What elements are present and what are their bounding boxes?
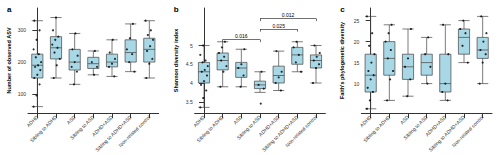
svg-text:Faith's phylogenetic diversity: Faith's phylogenetic diversity bbox=[339, 21, 345, 99]
svg-text:15: 15 bbox=[354, 60, 360, 66]
svg-text:3.5: 3.5 bbox=[186, 99, 193, 105]
svg-text:Non-related control: Non-related control bbox=[451, 114, 485, 148]
svg-text:b: b bbox=[174, 5, 179, 14]
svg-text:200: 200 bbox=[18, 59, 27, 65]
svg-text:4: 4 bbox=[190, 80, 193, 86]
svg-text:ADHD: ADHD bbox=[359, 114, 374, 129]
svg-text:Sibling to ADHD+ASD: Sibling to ADHD+ASD bbox=[94, 113, 133, 153]
svg-text:Sibling to ASD: Sibling to ASD bbox=[69, 114, 96, 141]
svg-text:Non-related control: Non-related control bbox=[117, 114, 151, 148]
svg-text:Sibling to ADHD: Sibling to ADHD bbox=[29, 114, 59, 144]
svg-text:ADHD+ASD: ADHD+ASD bbox=[257, 113, 281, 138]
svg-text:c: c bbox=[340, 5, 345, 14]
svg-text:Number of observed ASV: Number of observed ASV bbox=[6, 27, 12, 93]
svg-text:100: 100 bbox=[18, 91, 27, 97]
svg-text:Sibling to ASD: Sibling to ASD bbox=[402, 114, 429, 141]
svg-text:ASD: ASD bbox=[65, 114, 77, 126]
svg-text:4.5: 4.5 bbox=[186, 61, 193, 67]
svg-text:0.025: 0.025 bbox=[272, 23, 285, 29]
svg-text:ADHD: ADHD bbox=[192, 114, 207, 129]
svg-text:Sibling to ADHD+ASD: Sibling to ADHD+ASD bbox=[260, 113, 300, 153]
svg-text:Shannon diversity index: Shannon diversity index bbox=[173, 28, 179, 93]
svg-text:10: 10 bbox=[354, 81, 360, 87]
svg-text:a: a bbox=[7, 5, 12, 14]
svg-text:Sibling to ADHD: Sibling to ADHD bbox=[362, 114, 392, 144]
svg-text:ASD: ASD bbox=[232, 114, 244, 126]
svg-text:ADHD+ASD: ADHD+ASD bbox=[423, 113, 448, 138]
svg-text:Non-related control: Non-related control bbox=[284, 114, 318, 148]
svg-text:20: 20 bbox=[354, 39, 360, 45]
svg-text:ASD: ASD bbox=[399, 114, 411, 126]
svg-text:Sibling to ADHD: Sibling to ADHD bbox=[195, 114, 225, 144]
svg-text:25: 25 bbox=[354, 18, 360, 24]
svg-text:0.016: 0.016 bbox=[235, 33, 248, 39]
svg-text:5: 5 bbox=[190, 43, 193, 49]
svg-text:Sibling to ASD: Sibling to ASD bbox=[235, 114, 262, 141]
svg-text:ADHD+ASD: ADHD+ASD bbox=[90, 113, 115, 138]
svg-text:Sibling to ADHD+ASD: Sibling to ADHD+ASD bbox=[427, 113, 467, 153]
svg-text:0.012: 0.012 bbox=[282, 12, 295, 18]
svg-text:300: 300 bbox=[18, 27, 27, 33]
svg-text:ADHD: ADHD bbox=[25, 114, 40, 129]
